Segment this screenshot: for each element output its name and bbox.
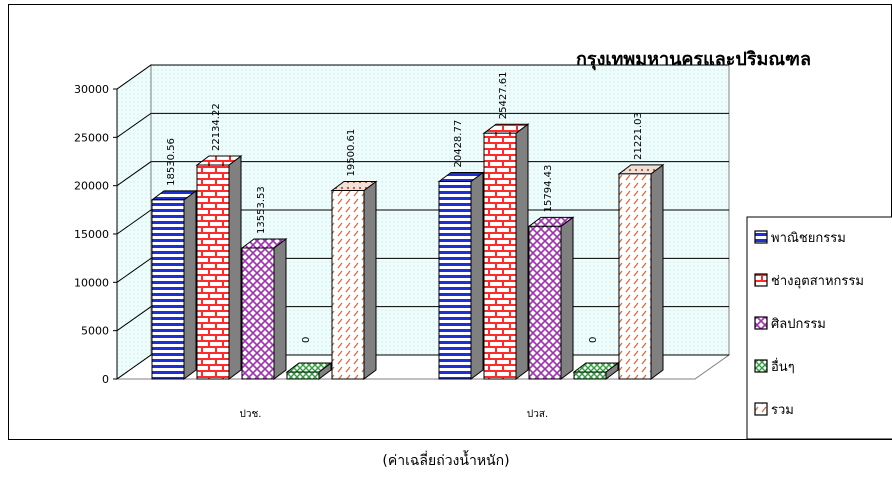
bar <box>151 199 185 380</box>
gridline <box>116 209 729 235</box>
bar <box>573 371 607 380</box>
chart-caption: (ค่าเฉลี่ยถ่วงน้ำหนัก) <box>382 453 510 469</box>
bar <box>483 132 517 380</box>
legend-swatch <box>754 359 768 373</box>
value-label: 13553.53 <box>256 186 267 234</box>
y-axis: 0 5000 10000 15000 20000 25000 30000 <box>74 83 118 386</box>
y-tick-label: 20000 <box>74 180 109 193</box>
value-label: 18530.56 <box>166 138 177 186</box>
legend-label: ศิลปกรรม <box>771 317 826 332</box>
bars <box>150 123 665 380</box>
value-label: 0 <box>588 337 599 343</box>
legend-box <box>746 216 892 440</box>
value-labels: 18530.56 22134.22 13553.53 0 19500.61 20428.7… <box>166 71 644 343</box>
legend-swatch <box>754 316 768 330</box>
x-axis-categories: ปวช. ปวส. <box>240 409 549 420</box>
bar <box>241 247 275 380</box>
y-tick-label: 30000 <box>74 83 109 96</box>
y-tick-label: 10000 <box>74 276 109 289</box>
value-label: 15794.43 <box>543 165 554 213</box>
x-category-label: ปวส. <box>527 409 548 420</box>
y-tick-label: 15000 <box>74 228 109 241</box>
bar <box>196 164 230 380</box>
bar-side <box>470 171 484 380</box>
legend-label: อื่นๆ <box>771 358 795 375</box>
value-label: 22134.22 <box>211 103 222 151</box>
bar-side <box>273 237 287 380</box>
value-label: 19500.61 <box>346 129 357 177</box>
bar <box>618 173 652 380</box>
y-tick-label: 25000 <box>74 131 109 144</box>
gridline <box>116 64 729 90</box>
bar-side <box>650 163 664 380</box>
bar-side <box>560 216 574 380</box>
chart-area: 0 5000 10000 15000 20000 25000 30000 18530.56 2… <box>74 49 892 440</box>
value-label: 0 <box>301 337 312 343</box>
bar <box>528 225 562 380</box>
y-tick-label: 0 <box>102 373 109 386</box>
value-label: 21221.03 <box>633 112 644 160</box>
bar-side <box>228 155 242 380</box>
gridline <box>116 112 729 138</box>
bar <box>331 189 365 380</box>
legend-swatch <box>754 402 768 416</box>
chart-title: กรุงเทพมหานครและปริมณฑล <box>576 49 811 71</box>
value-label: 25427.61 <box>498 71 509 119</box>
chart-frame: 0 5000 10000 15000 20000 25000 30000 18530.56 2… <box>8 4 892 440</box>
bar <box>286 371 320 380</box>
x-category-label: ปวช. <box>240 409 262 420</box>
legend-swatch <box>754 273 768 287</box>
bar-side <box>183 189 197 380</box>
gridline <box>116 161 729 187</box>
y-tick-label: 5000 <box>81 325 109 338</box>
legend-swatch <box>754 230 768 244</box>
legend-label: ช่างอุตสาหกรรม <box>771 274 864 289</box>
legend-label: รวม <box>771 403 794 418</box>
value-label: 20428.77 <box>453 120 464 168</box>
bar <box>438 181 472 380</box>
bar-side <box>515 123 529 380</box>
legend-label: พาณิชยกรรม <box>771 231 846 246</box>
bar-side <box>363 180 377 380</box>
